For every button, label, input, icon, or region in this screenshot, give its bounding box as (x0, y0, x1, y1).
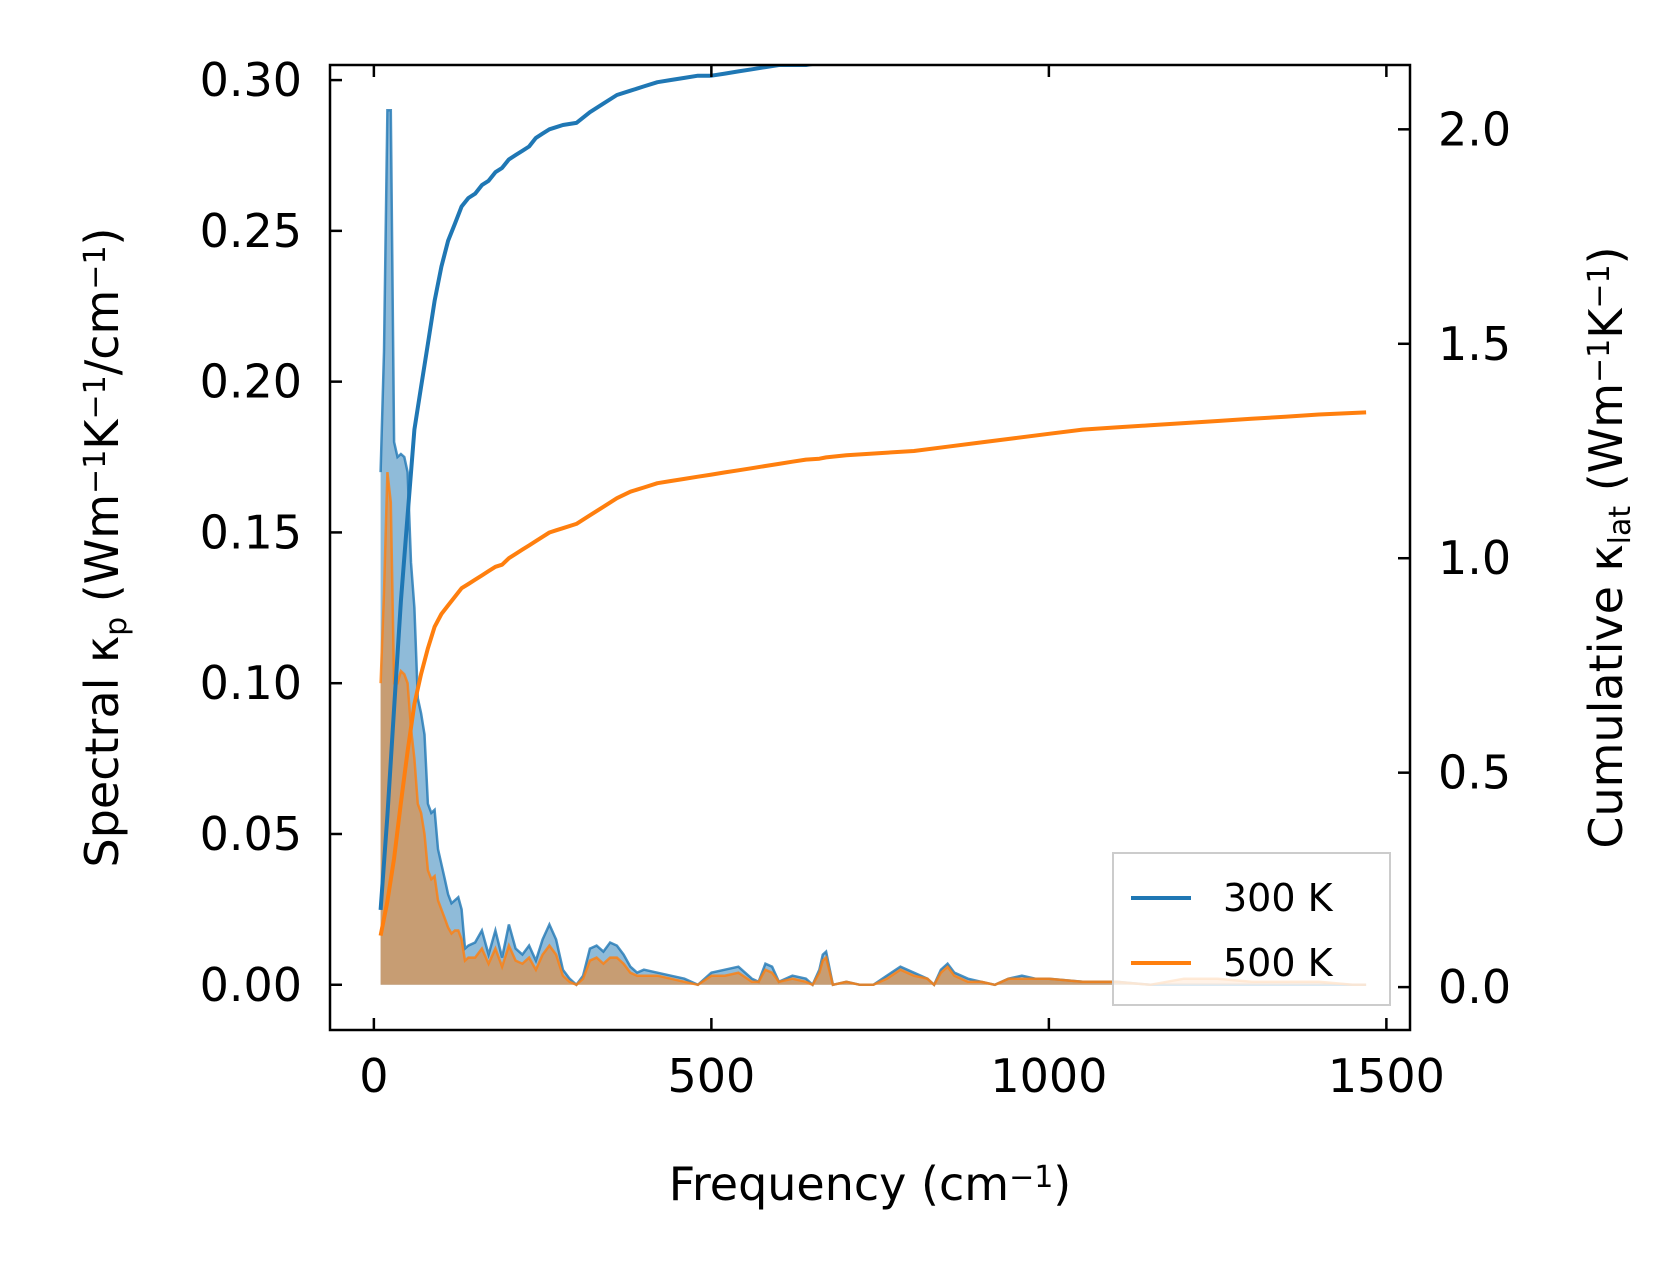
y-right-tick-label: 1.0 (1438, 531, 1511, 585)
x-tick-label: 1500 (1328, 1049, 1445, 1103)
cumulative-line-300k (378, 65, 819, 911)
y-right-tick-label: 1.5 (1438, 317, 1511, 371)
x-axis-label: Frequency (cm−1) (669, 1157, 1072, 1211)
x-tick-label: 1000 (990, 1049, 1107, 1103)
y-right-tick-label: 2.0 (1438, 102, 1511, 156)
legend: 300 K 500 K (1112, 852, 1391, 1006)
y-left-tick-label: 0.10 (200, 656, 302, 710)
spectral-line-300k (379, 108, 1367, 987)
x-tick-label: 0 (359, 1049, 388, 1103)
axis-labels: Frequency (cm−1) Spectral κp (Wm−1K−1/cm−… (75, 228, 1638, 1212)
plot-frame (328, 63, 1412, 1032)
plot-area (378, 65, 1367, 987)
axis-ticks: 0 500 1000 1500 0.00 0.05 0.10 0.15 0.20 0.25 0.30… (200, 53, 1512, 1103)
y-left-tick-label: 0.15 (200, 505, 302, 559)
y-left-tick-label: 0.25 (200, 204, 302, 258)
y-left-tick-label: 0.00 (200, 958, 302, 1012)
y-right-tick-label: 0.5 (1438, 746, 1511, 800)
y-left-tick-label: 0.30 (200, 53, 302, 107)
y-right-tick-label: 0.0 (1438, 960, 1511, 1014)
y-left-axis-label: Spectral κp (Wm−1K−1/cm−1) (75, 228, 134, 868)
legend-box (1112, 852, 1391, 1006)
y-right-axis-label: Cumulative κlat (Wm−1K−1) (1579, 246, 1638, 848)
plot-marks (378, 65, 1367, 987)
x-tick-label: 500 (667, 1049, 755, 1103)
y-left-tick-label: 0.20 (200, 355, 302, 409)
spectral-line-500k (379, 471, 1367, 987)
y-left-tick-label: 0.05 (200, 807, 302, 861)
legend-entry: 300 K (1223, 876, 1334, 920)
legend-entry: 500 K (1223, 941, 1334, 985)
cumulative-line-500k (378, 410, 1367, 936)
